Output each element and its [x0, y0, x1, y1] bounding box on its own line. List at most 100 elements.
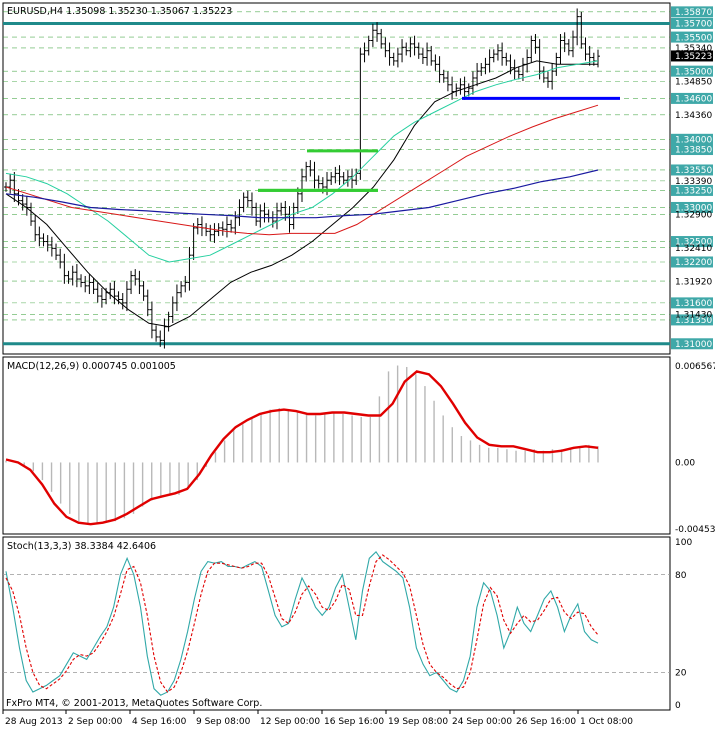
price-bar [383, 37, 388, 58]
price-label-box-2 [671, 31, 713, 43]
price-bar [279, 202, 284, 216]
price-label: 1.34000 [675, 136, 712, 146]
price-bar [500, 42, 505, 66]
price-label-box-9 [671, 184, 713, 196]
price-bar [62, 253, 67, 284]
price-bar [91, 277, 96, 295]
price-bar [41, 233, 46, 247]
price-label: 1.35500 [675, 33, 712, 43]
price-bar [124, 281, 129, 312]
price-bar [333, 166, 338, 184]
price-axis-tick: 1.34850 [675, 78, 712, 88]
price-panel[interactable]: EURUSD,H4 1.35098 1.35230 1.35067 1.3522… [2, 2, 713, 355]
price-label: 1.31000 [675, 340, 712, 350]
price-bar [575, 8, 580, 46]
price-bar [370, 23, 375, 47]
time-axis-label: 24 Sep 00:00 [452, 717, 512, 727]
price-bar [395, 47, 400, 68]
stochastic-main-line [5, 550, 599, 696]
price-bar [429, 45, 434, 66]
stochastic-signal-line [5, 554, 599, 693]
time-axis-label: 16 Sep 16:00 [324, 717, 384, 727]
time-axis-label: 28 Aug 2013 [5, 717, 63, 727]
price-bar [491, 49, 496, 63]
price-bar [174, 284, 179, 312]
macd-signal-line [5, 370, 599, 526]
moving-average-3 [5, 104, 599, 236]
moving-average-2 [5, 60, 599, 263]
price-label-box-14 [671, 314, 713, 326]
price-label: 1.35223 [675, 52, 712, 62]
price-label-box-0 [671, 6, 713, 18]
price-label: 1.33550 [675, 166, 712, 176]
price-label-box-6 [671, 133, 713, 145]
macd-axis-tick: -0.00453 [675, 525, 715, 535]
macd-panel-frame [2, 356, 671, 535]
price-label: 1.33000 [675, 204, 712, 214]
price-bar [516, 66, 521, 80]
price-label: 1.33250 [675, 187, 712, 197]
price-bar [195, 218, 200, 235]
price-bar [116, 291, 121, 305]
price-bar [570, 30, 575, 58]
stochastic-axis-tick: 0 [675, 701, 681, 711]
price-bar [24, 195, 29, 216]
macd-title: MACD(12,26,9) 0.000745 0.001005 [7, 361, 176, 372]
price-bar [579, 11, 584, 49]
price-bar [137, 270, 142, 295]
price-label-box-10 [671, 201, 713, 213]
price-bar [37, 226, 42, 247]
time-axis-label: 26 Sep 16:00 [516, 717, 576, 727]
price-bar [312, 161, 317, 189]
price-bar [29, 202, 34, 226]
macd-panel[interactable]: MACD(12,26,9) 0.000745 0.001005 0.006567 0… [2, 356, 715, 535]
price-bar [233, 211, 238, 235]
price-bar [458, 78, 463, 95]
price-bar [391, 52, 396, 66]
price-bar [145, 289, 150, 317]
price-bar [433, 54, 438, 71]
price-bar [245, 190, 250, 208]
macd-axis-tick: 0.006567 [675, 362, 715, 372]
price-bar [66, 270, 71, 284]
moving-average-1 [5, 60, 598, 328]
price-bar [8, 173, 13, 194]
price-bar [133, 269, 138, 286]
price-bar [445, 71, 450, 92]
price-label: 1.31350 [675, 316, 712, 326]
price-bar [362, 42, 367, 63]
price-bar [224, 216, 229, 238]
copyright-footer: FxPro MT4, © 2001-2013, MetaQuotes Softw… [6, 698, 262, 709]
stochastic-title: Stoch(13,3,3) 38.3384 42.6406 [7, 541, 156, 552]
price-axis-tick: 1.35340 [675, 44, 712, 54]
price-axis-tick: 1.34360 [675, 111, 712, 121]
price-bar [425, 42, 430, 66]
price-label: 1.33850 [675, 146, 712, 156]
price-bar [308, 160, 313, 177]
price-bar [154, 325, 159, 342]
price-bar [99, 287, 104, 308]
stochastic-panel[interactable]: Stoch(13,3,3) 38.3384 42.6406 100 80 20 0 [2, 536, 692, 711]
price-bar [475, 62, 480, 87]
price-label: 1.31600 [675, 299, 712, 309]
price-bar [479, 62, 484, 76]
price-bar [95, 282, 100, 303]
price-bar [45, 235, 50, 252]
price-bar [120, 293, 125, 310]
price-bar [149, 301, 154, 339]
price-bar [162, 318, 167, 349]
price-bar [316, 175, 321, 189]
price-label: 1.35700 [675, 20, 712, 30]
price-axis-tick: 1.32410 [675, 244, 712, 254]
stochastic-axis-tick: 80 [675, 571, 687, 581]
price-bar [520, 57, 525, 82]
price-bar [550, 62, 555, 90]
price-bar [58, 248, 63, 269]
price-bar [291, 202, 296, 230]
price-bar [337, 165, 342, 185]
time-axis: 28 Aug 2013 2 Sep 00:00 4 Sep 16:00 9 Sep 0… [2, 710, 633, 727]
price-label-box-11 [671, 236, 713, 248]
price-label-box-5 [671, 92, 713, 104]
price-bar [345, 170, 350, 187]
price-bar [379, 28, 384, 49]
